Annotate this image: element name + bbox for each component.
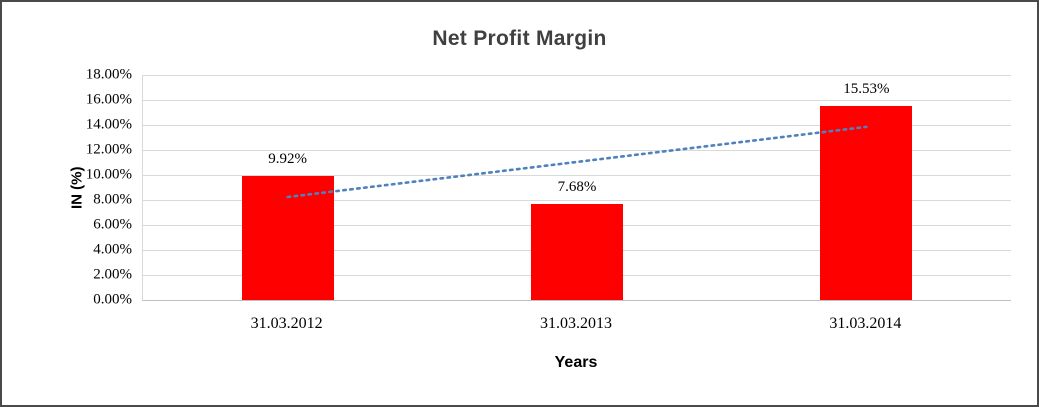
gridline xyxy=(143,124,1011,126)
gridline xyxy=(143,99,1011,101)
y-tick-label: 2.00% xyxy=(93,266,132,283)
x-axis-title: Years xyxy=(554,354,598,371)
gridline xyxy=(143,174,1011,176)
x-tick-label: 31.03.2013 xyxy=(540,315,612,332)
bar xyxy=(820,105,913,300)
x-axis-tick-labels: 31.03.2012 31.03.2013 31.03.2014 xyxy=(142,315,1010,339)
x-tick-label: 31.03.2012 xyxy=(250,315,323,332)
plot-area: 9.92% 7.68% 15.53% xyxy=(142,74,1011,301)
y-tick-label: 4.00% xyxy=(93,241,132,258)
y-tick-label: 14.00% xyxy=(85,116,132,133)
data-label: 15.53% xyxy=(843,80,890,97)
y-tick-label: 12.00% xyxy=(85,141,132,158)
y-tick-label: 0.00% xyxy=(93,291,132,308)
data-label: 9.92% xyxy=(268,151,308,167)
y-tick-label: 16.00% xyxy=(85,91,132,108)
chart-title: Net Profit Margin xyxy=(432,27,607,50)
trendline-path xyxy=(286,125,868,199)
y-tick-label: 18.00% xyxy=(85,66,132,83)
bar xyxy=(531,204,623,300)
data-label: 7.68% xyxy=(557,179,597,195)
y-tick-label: 8.00% xyxy=(93,191,132,208)
y-tick-label: 6.00% xyxy=(93,216,132,233)
gridline xyxy=(143,199,1011,201)
x-tick-label: 31.03.2014 xyxy=(829,315,902,332)
y-axis-tick-labels: 0.00% 2.00% 4.00% 6.00% 8.00% 10.00% 12.00% 14.… xyxy=(2,67,132,308)
gridline xyxy=(143,74,1011,76)
trendline xyxy=(286,125,868,199)
gridline xyxy=(143,149,1011,151)
y-tick-label: 10.00% xyxy=(85,166,132,183)
